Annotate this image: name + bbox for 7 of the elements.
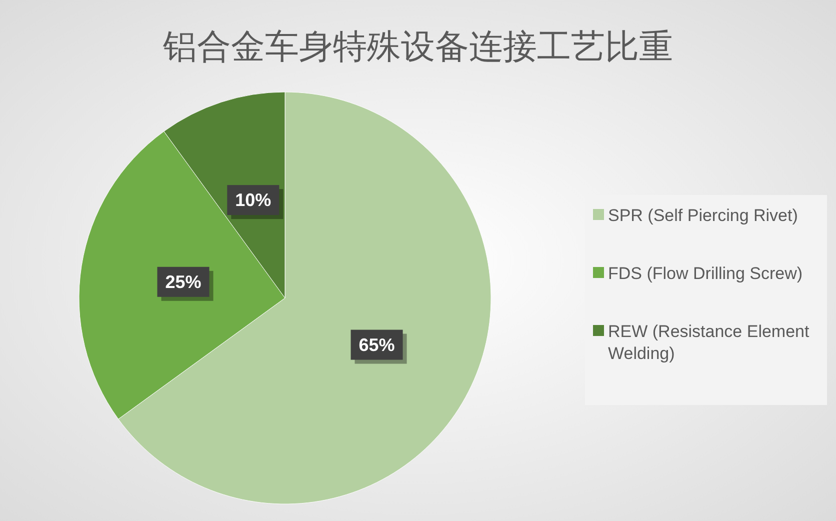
data-label: 25%	[165, 272, 202, 292]
data-label: 65%	[358, 334, 395, 355]
chart-title: 铝合金车身特殊设备连接工艺比重	[162, 28, 673, 66]
data-label: 10%	[235, 190, 272, 210]
slice-label: SPR (Self Piercing Rivet)	[608, 206, 798, 225]
legend-label: FDS (Flow Drilling Screw)	[608, 264, 803, 283]
legend-label: REW (Resistance Element Welding)	[608, 322, 810, 363]
